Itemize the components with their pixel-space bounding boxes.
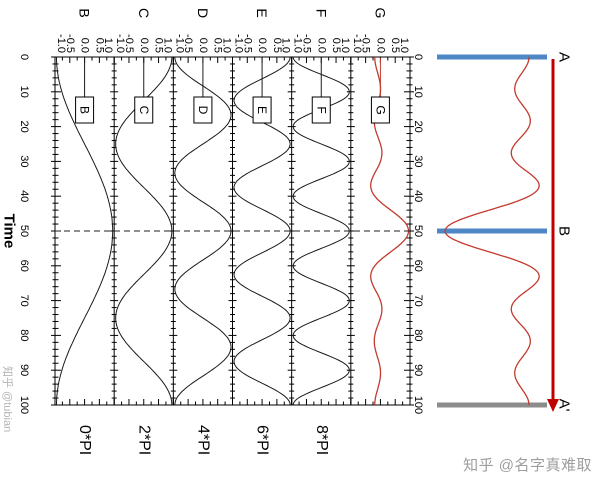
axes [51,56,414,406]
value-tick-label: 1.0 [221,38,233,53]
value-tick-label: 0.0 [79,38,91,53]
value-tick-label: 0.0 [138,38,150,53]
value-tick-label: 0.5 [212,38,224,53]
time-tick-label-top: 0 [412,54,424,60]
time-tick-label-bottom: 80 [18,329,30,341]
curve-D [174,56,232,406]
marker-bar-A' [437,402,547,408]
value-tick-label: -1.0 [173,34,185,53]
legends: B C D E F G [75,58,390,124]
value-tick-label: 1.0 [339,38,351,53]
legend-label-D: D [196,106,210,115]
panel-title-G: G [372,8,388,19]
legend-F: F [311,58,331,124]
time-axis-title: Time [1,214,18,249]
zhihu-watermark: 知乎 @名字真难取 [463,457,592,474]
legend-label-C: C [137,106,151,115]
legend-C: C [134,58,154,124]
marker-label-A: A [556,52,573,62]
panel-title-D: D [195,8,211,18]
value-tick-label: -0.5 [360,34,372,53]
value-tick-label: -0.5 [300,34,312,53]
value-tick-label: 0.5 [330,38,342,53]
side-watermark: 知乎 @tubian [1,366,15,432]
time-tick-label-top: 30 [412,155,424,167]
time-tick-label-bottom: 50 [18,225,30,237]
curve-B [56,57,114,405]
wave-packet-curve [444,56,540,406]
panel-annotation-D: 4*PI [194,425,211,455]
axis-labels: -1.0-0.5 0.0 0.51.0 -1.0-0.5 0.0 0.51.0 -1.0-0… [1,8,425,456]
legend-B: B [75,58,95,124]
legend-label-E: E [255,106,269,114]
value-tick-label: -0.5 [182,34,194,53]
marker-label-A': A' [556,399,573,412]
value-tick-label: -1.0 [114,34,126,53]
panel-title-C: C [136,8,152,18]
marker-bar-A [437,54,547,60]
curve-C [115,57,173,405]
time-tick-label-top: 50 [412,225,424,237]
time-tick-label-top: 70 [412,294,424,306]
time-tick-label-bottom: 20 [18,120,30,132]
time-tick-label-top: 80 [412,329,424,341]
legend-label-F: F [314,106,328,113]
value-tick-label: 1.0 [102,38,114,53]
time-tick-label-bottom: 0 [18,54,30,60]
value-tick-label: -1.0 [55,34,67,53]
marker-label-B: B [556,226,573,236]
panel-title-B: B [77,8,93,17]
time-tick-label-top: 20 [412,120,424,132]
curve-E [233,56,291,406]
marker-bar-B [437,228,547,234]
value-tick-label: 1.0 [398,38,410,53]
schematic: A B A' [437,52,573,412]
time-tick-label-bottom: 40 [18,190,30,202]
panel-title-F: F [313,9,329,18]
time-tick-label-bottom: 30 [18,155,30,167]
value-tick-label: 1.0 [161,38,173,53]
value-tick-label: 0.5 [153,38,165,53]
time-tick-label-bottom: 10 [18,86,30,98]
value-tick-label: 0.5 [389,38,401,53]
value-tick-label: 0.5 [93,38,105,53]
panel-annotation-E: 6*PI [254,425,271,455]
panel-title-E: E [254,8,270,17]
time-tick-label-bottom: 90 [18,364,30,376]
time-tick-label-bottom: 60 [18,260,30,272]
value-tick-label: 0.0 [315,38,327,53]
time-tick-label-top: 40 [412,190,424,202]
value-tick-label: 0.0 [197,38,209,53]
value-tick-label: -0.5 [241,34,253,53]
panel-annotation-F: 8*PI [313,425,330,455]
legend-label-B: B [78,106,92,114]
value-tick-label: 1.0 [280,38,292,53]
legend-D: D [193,58,213,124]
value-tick-label: -1.0 [233,34,245,53]
legend-label-G: G [373,105,387,114]
time-tick-label-top: 90 [412,364,424,376]
value-tick-label: -0.5 [123,34,135,53]
value-tick-label: -1.0 [351,34,363,53]
time-tick-label-bottom: 100 [18,396,30,414]
time-tick-label-top: 60 [412,260,424,272]
panel-annotation-B: 0*PI [76,425,93,455]
value-tick-label: 0.0 [256,38,268,53]
time-tick-label-bottom: 70 [18,294,30,306]
chart-root: -1.0-0.5 0.0 0.51.0 -1.0-0.5 0.0 0.51.0 -1.0-0… [1,8,573,456]
value-tick-label: 0.5 [271,38,283,53]
value-tick-label: -0.5 [64,34,76,53]
time-tick-label-top: 100 [412,396,424,414]
value-tick-label: 0.0 [374,38,386,53]
value-tick-label: -1.0 [292,34,304,53]
time-arrow-head [547,399,559,412]
panel-annotation-C: 2*PI [135,425,152,455]
legend-G: G [370,58,390,124]
time-tick-label-top: 10 [412,86,424,98]
legend-E: E [252,58,272,124]
